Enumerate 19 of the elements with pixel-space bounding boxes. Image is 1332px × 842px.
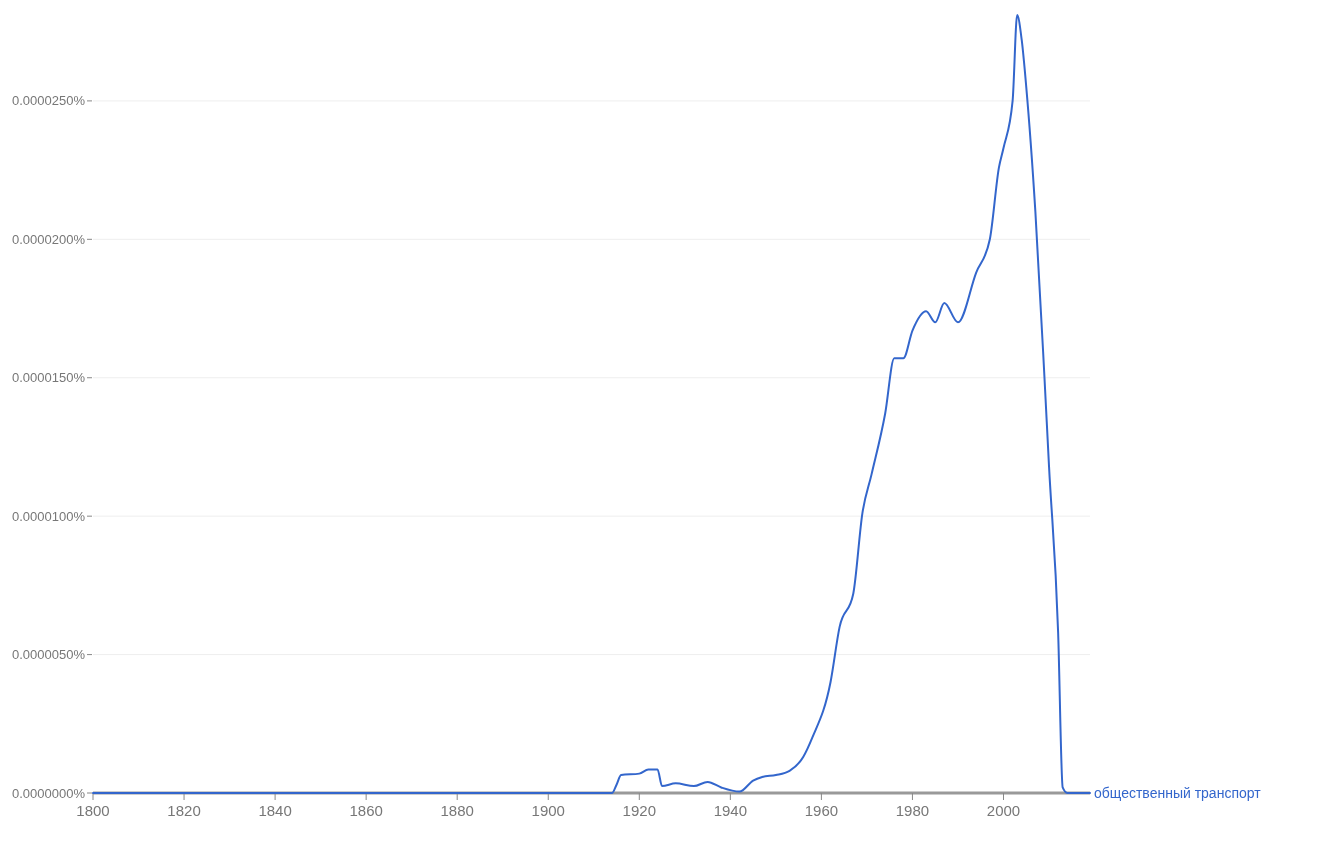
x-tick-label: 1980 xyxy=(895,802,930,819)
x-tick-label: 2000 xyxy=(986,802,1021,819)
y-tick-label: 0.0000200% xyxy=(11,231,86,247)
series-label: общественный транспорт xyxy=(1094,784,1262,801)
line-series xyxy=(92,14,1091,794)
x-tick-label: 1840 xyxy=(258,802,292,819)
x-tick-label: 1820 xyxy=(167,802,201,819)
x-tick-label: 1940 xyxy=(713,802,748,819)
y-tick-label: 0.0000150% xyxy=(11,370,86,386)
y-tick-label: 0.0000050% xyxy=(11,647,86,663)
y-tick-label: 0.0000000% xyxy=(11,785,86,801)
x-tick-label: 1920 xyxy=(622,802,656,819)
x-tick-label: 1960 xyxy=(804,802,839,819)
y-tick-label: 0.0000250% xyxy=(11,93,86,109)
x-tick-label: 1860 xyxy=(349,802,383,819)
y-tick-label: 0.0000100% xyxy=(11,508,86,524)
x-tick-label: 1900 xyxy=(531,802,565,819)
x-tick-label: 1880 xyxy=(440,802,474,819)
x-tick-label: 1800 xyxy=(76,802,110,819)
